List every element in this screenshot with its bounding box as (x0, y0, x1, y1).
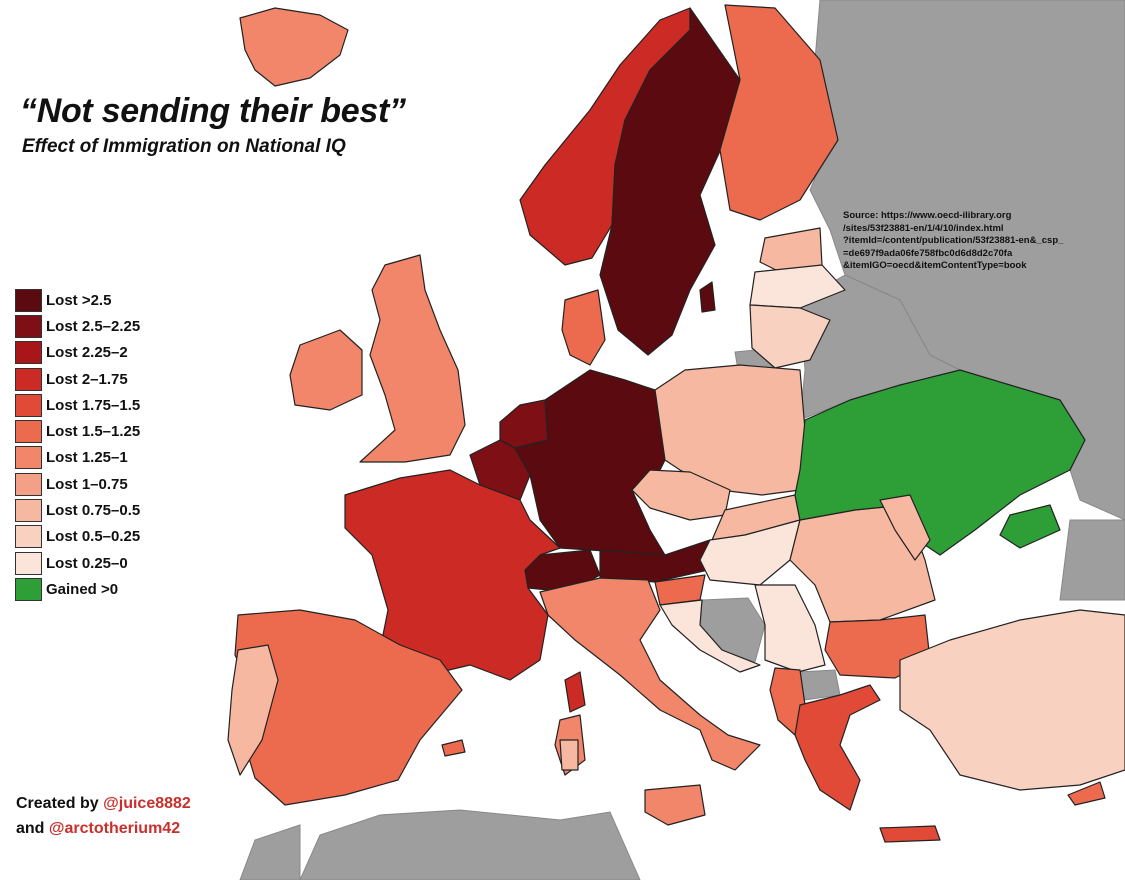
legend-swatch (15, 420, 42, 444)
legend-item: Lost 1–0.75 (15, 471, 140, 497)
serbia (754, 584, 826, 673)
legend-label: Lost 2–1.75 (46, 370, 128, 388)
crimea (999, 504, 1061, 549)
nodata-regions (239, 0, 1125, 880)
corsica (564, 671, 586, 713)
legend-swatch (15, 525, 42, 549)
iceland (239, 7, 349, 87)
credit-prefix: Created by (16, 795, 99, 812)
denmark (561, 289, 606, 366)
source-line: &itemIGO=oecd&itemContentType=book (843, 260, 1027, 272)
legend-item: Gained >0 (15, 576, 140, 602)
italy (539, 577, 761, 771)
legend-label: Lost 2.5–2.25 (46, 317, 141, 335)
legend: Lost >2.5 Lost 2.5–2.25 Lost 2.25–2 Lost… (15, 287, 140, 603)
legend-label: Lost 0.75–0.5 (46, 502, 141, 520)
credit-line-2: and @arctotherium42 (16, 820, 180, 838)
legend-label: Lost 1.5–1.25 (46, 423, 141, 441)
gotland (699, 281, 716, 313)
legend-swatch (15, 499, 42, 523)
ireland (289, 329, 363, 411)
source-note: Source: https://www.oecd-ilibrary.org /s… (843, 210, 1103, 273)
credit-prefix: and (16, 820, 45, 837)
legend-item: Lost 2.5–2.25 (15, 313, 140, 339)
crete (879, 825, 941, 843)
legend-item: Lost 1.75–1.5 (15, 392, 140, 418)
credit-line-1: Created by @juice8882 (16, 795, 191, 813)
legend-item: Lost 1.25–1 (15, 445, 140, 471)
hungary (699, 519, 801, 586)
legend-label: Lost 0.25–0 (46, 554, 128, 572)
balearic-islands (441, 739, 466, 757)
countries (227, 4, 1125, 843)
legend-item: Lost 0.5–0.25 (15, 524, 140, 550)
legend-swatch (15, 314, 42, 338)
legend-item: Lost 1.5–1.25 (15, 418, 140, 444)
legend-label: Lost 1.25–1 (46, 449, 128, 467)
macedonia-region (797, 669, 841, 701)
cyprus (1067, 781, 1106, 806)
legend-label: Lost 1–0.75 (46, 475, 128, 493)
latvia (749, 264, 846, 309)
legend-label: Lost 1.75–1.5 (46, 396, 141, 414)
czechia (631, 469, 731, 521)
legend-item: Lost 2–1.75 (15, 366, 140, 392)
morocco-region (239, 824, 301, 880)
ukraine (794, 369, 1086, 556)
turkey (899, 609, 1125, 791)
map-title: “Not sending their best” (20, 92, 406, 130)
lithuania (749, 304, 831, 369)
legend-swatch (15, 551, 42, 575)
legend-label: Lost 0.5–0.25 (46, 528, 141, 546)
legend-swatch (15, 288, 42, 312)
malta (559, 739, 579, 771)
credit-handle-arctotherium[interactable]: @arctotherium42 (48, 820, 181, 837)
portugal (227, 644, 279, 776)
legend-label: Lost 2.25–2 (46, 344, 128, 362)
legend-label: Gained >0 (46, 580, 119, 598)
greece (794, 684, 881, 811)
legend-swatch (15, 446, 42, 470)
legend-swatch (15, 577, 42, 601)
credit-handle-juice[interactable]: @juice8882 (103, 795, 191, 812)
finland (719, 4, 839, 221)
source-line: /sites/53f23881-en/1/4/10/index.html (843, 222, 1004, 234)
source-line: =de697f9ada06fe758fbc0d6d8d2c70fa (843, 247, 1013, 259)
legend-item: Lost 2.25–2 (15, 340, 140, 366)
legend-item: Lost 0.25–0 (15, 550, 140, 576)
source-line: Source: https://www.oecd-ilibrary.org (843, 210, 1012, 221)
africa-region (299, 809, 641, 880)
legend-label: Lost >2.5 (46, 291, 112, 309)
legend-item: Lost >2.5 (15, 287, 140, 313)
germany (514, 369, 666, 556)
legend-item: Lost 0.75–0.5 (15, 497, 140, 523)
source-line: ?itemId=/content/publication/53f23881-en… (843, 235, 1064, 247)
legend-swatch (15, 472, 42, 496)
map-subtitle: Effect of Immigration on National IQ (22, 136, 346, 157)
legend-swatch (15, 393, 42, 417)
united-kingdom (359, 254, 466, 463)
france (344, 469, 561, 681)
legend-swatch (15, 367, 42, 391)
caucasus-region (1059, 519, 1125, 601)
legend-swatch (15, 341, 42, 365)
sweden (599, 7, 741, 356)
netherlands (499, 399, 549, 449)
moldova (879, 494, 931, 561)
croatia (659, 599, 761, 673)
sicily (644, 784, 706, 826)
